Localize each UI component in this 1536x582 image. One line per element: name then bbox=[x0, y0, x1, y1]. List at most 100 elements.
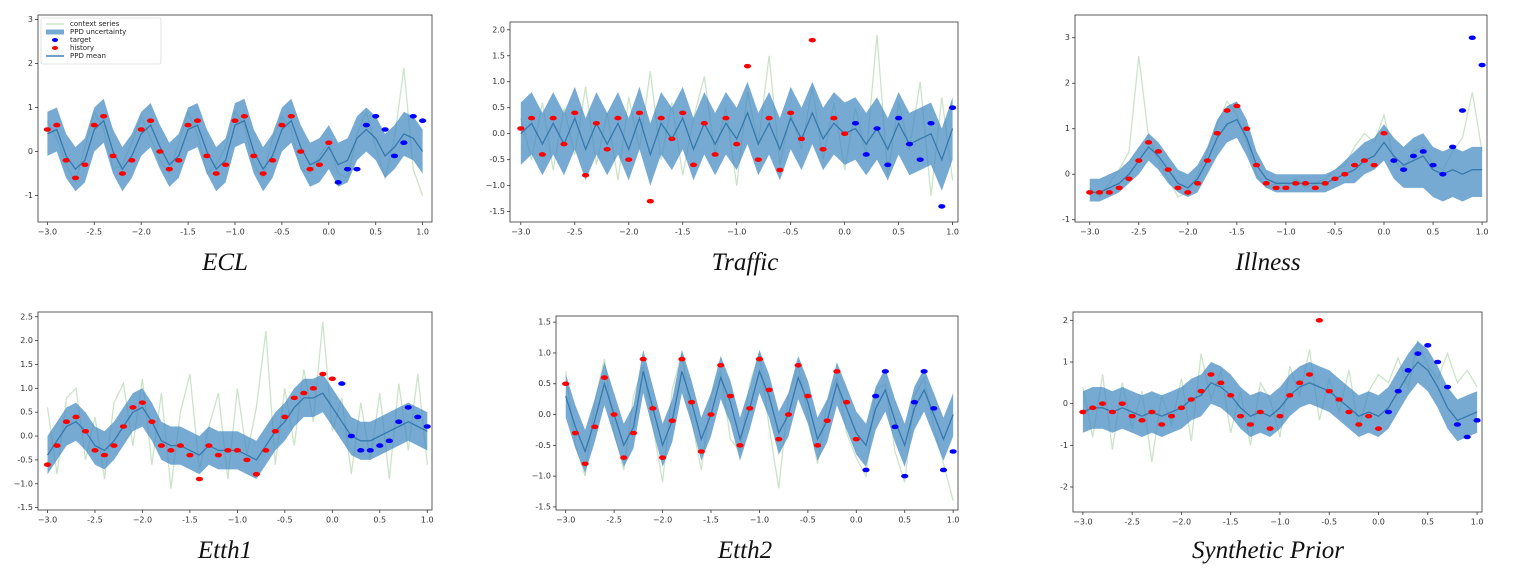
x-tick-label: -2.5 bbox=[606, 516, 622, 525]
x-tick-label: -2.5 bbox=[1131, 228, 1147, 237]
y-tick-label: 1.0 bbox=[492, 77, 505, 86]
point bbox=[1345, 409, 1353, 415]
point bbox=[852, 436, 860, 442]
point bbox=[381, 127, 389, 132]
point bbox=[1463, 434, 1471, 440]
point bbox=[776, 167, 784, 173]
point bbox=[884, 162, 892, 168]
uncertainty-band bbox=[565, 349, 954, 473]
x-tick-label: -1.5 bbox=[703, 516, 719, 525]
point bbox=[212, 171, 220, 176]
point bbox=[697, 449, 705, 454]
point bbox=[794, 362, 802, 368]
x-tick-label: −2.0 bbox=[1178, 228, 1197, 237]
point bbox=[278, 122, 286, 128]
plot-area bbox=[1079, 318, 1481, 463]
point bbox=[71, 175, 80, 181]
point bbox=[1404, 368, 1412, 373]
point bbox=[268, 158, 277, 163]
point bbox=[711, 152, 719, 157]
point bbox=[678, 356, 686, 362]
point bbox=[1365, 413, 1373, 419]
point bbox=[1414, 351, 1422, 356]
x-tick-label: 1.0 bbox=[1471, 518, 1484, 527]
point bbox=[765, 115, 773, 121]
point bbox=[658, 455, 667, 460]
legend-swatch bbox=[52, 38, 58, 42]
point bbox=[905, 141, 914, 147]
point bbox=[81, 428, 90, 434]
point bbox=[357, 448, 365, 453]
panel-caption: Synthetic Prior bbox=[1192, 537, 1344, 564]
point bbox=[100, 452, 109, 458]
point bbox=[334, 180, 342, 185]
point bbox=[271, 428, 279, 434]
point bbox=[1243, 126, 1251, 132]
point bbox=[1419, 149, 1427, 154]
x-tick-label: 1.0 bbox=[946, 228, 959, 237]
point bbox=[1144, 140, 1153, 145]
point bbox=[1429, 162, 1437, 168]
point bbox=[404, 405, 412, 410]
x-tick-label: 0.0 bbox=[1378, 228, 1391, 237]
point bbox=[920, 369, 928, 374]
x-tick-label: 1.0 bbox=[947, 516, 960, 525]
point bbox=[649, 406, 657, 411]
point bbox=[910, 399, 919, 405]
point bbox=[1394, 388, 1402, 394]
point bbox=[614, 115, 622, 121]
point bbox=[639, 356, 647, 362]
x-tick-label: −2.0 bbox=[619, 228, 638, 237]
y-tick-label: 1.5 bbox=[20, 360, 33, 369]
point bbox=[281, 414, 289, 420]
point bbox=[72, 414, 80, 420]
y-tick-label: 2 bbox=[1065, 79, 1070, 88]
point bbox=[1158, 422, 1166, 427]
point bbox=[571, 110, 579, 116]
x-tick-label: −2.0 bbox=[653, 516, 672, 525]
point bbox=[689, 162, 698, 168]
series-line bbox=[1089, 118, 1483, 194]
point bbox=[325, 140, 333, 146]
point bbox=[328, 376, 336, 382]
point bbox=[287, 113, 295, 119]
point bbox=[1223, 108, 1231, 113]
point bbox=[129, 405, 137, 410]
point bbox=[765, 387, 773, 393]
point bbox=[700, 120, 708, 126]
point bbox=[137, 127, 145, 132]
y-tick-label: −1.0 bbox=[14, 479, 33, 488]
point bbox=[841, 131, 849, 136]
y-tick-label: 2.0 bbox=[492, 25, 505, 34]
point bbox=[1331, 176, 1339, 182]
point bbox=[1276, 413, 1284, 419]
plot-area bbox=[517, 34, 957, 209]
y-tick-label: 2.0 bbox=[20, 336, 33, 345]
x-tick-label: −3.0 bbox=[38, 228, 57, 237]
point bbox=[833, 369, 841, 374]
x-tick-label: −3.0 bbox=[511, 228, 530, 237]
y-tick-label: 1.5 bbox=[538, 318, 551, 327]
point bbox=[743, 63, 752, 69]
point bbox=[1246, 422, 1254, 427]
y-tick-label: 3 bbox=[1065, 33, 1070, 42]
point bbox=[214, 452, 222, 458]
panel-caption: Traffic bbox=[712, 249, 779, 276]
x-tick-label: 0.0 bbox=[838, 228, 851, 237]
point bbox=[90, 122, 98, 128]
point bbox=[43, 127, 51, 132]
panel-caption: Etth1 bbox=[197, 537, 252, 564]
point bbox=[290, 395, 298, 401]
point bbox=[240, 113, 248, 119]
legend-label: PPD uncertainty bbox=[70, 28, 126, 36]
x-tick-label: −3.0 bbox=[38, 516, 57, 525]
point bbox=[1167, 413, 1176, 419]
x-tick-label: -2.5 bbox=[567, 228, 583, 237]
point bbox=[603, 146, 611, 152]
x-tick-label: -0.5 bbox=[1327, 228, 1343, 237]
point bbox=[1177, 405, 1186, 411]
point bbox=[409, 113, 417, 119]
point bbox=[1095, 190, 1104, 195]
